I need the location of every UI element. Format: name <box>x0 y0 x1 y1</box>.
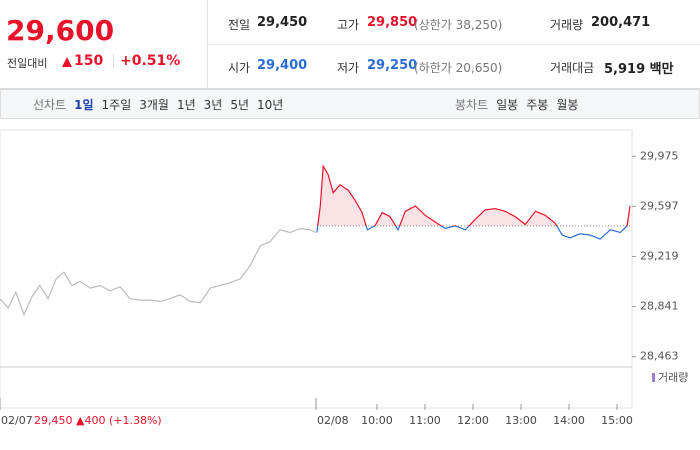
chart: 거래량 29,975 29,597 29,219 28,841 28,463 02/07 0… <box>0 129 688 427</box>
change-label: 전일대비 <box>7 57 48 70</box>
stat-value: 29,850 <box>367 15 418 30</box>
volume-label: 거래량 <box>658 371 688 384</box>
tab-bar <box>0 89 700 119</box>
change-rate: +0.51% <box>120 53 181 69</box>
stat-note: (상한가 38,250) <box>414 18 503 32</box>
stat-value: 29,400 <box>257 58 308 73</box>
x-tick-label: 02/07 <box>1 414 33 427</box>
tab[interactable]: 3년 <box>203 98 223 112</box>
stat-value: 200,471 <box>591 15 651 30</box>
price: 29,600 <box>6 14 115 47</box>
volume-legend-swatch <box>652 373 655 382</box>
tab[interactable]: 주봉 <box>526 98 549 112</box>
y-tick-label: 29,219 <box>640 249 679 262</box>
annotation: 29,450 ▲400 (+1.38%) <box>34 414 162 427</box>
price-area <box>316 166 630 226</box>
stat-label: 고가 <box>337 18 360 32</box>
y-tick-label: 28,841 <box>640 300 679 313</box>
divider <box>207 0 208 88</box>
tab[interactable]: 1년 <box>176 98 196 112</box>
y-tick-label: 29,975 <box>640 149 679 162</box>
y-tick-label: 29,597 <box>640 199 679 212</box>
x-tick-label: 14:00 <box>553 414 585 427</box>
tab-group-label: 봉차트 <box>455 98 489 112</box>
stat-value: 5,919 백만 <box>604 62 674 77</box>
stat-note: (하한가 20,650) <box>414 61 503 75</box>
tab[interactable]: 일봉 <box>496 98 519 112</box>
price-line <box>316 164 631 240</box>
tab-group-label: 선차트 <box>33 98 67 112</box>
y-tick-label: 28,463 <box>640 350 679 363</box>
plot-frame <box>0 129 633 409</box>
period-tabs: 선차트 1일 1주일 3개월 1년 3년 5년 10년 <box>33 96 283 113</box>
tab[interactable]: 5년 <box>230 98 250 112</box>
x-tick-label: 10:00 <box>361 414 393 427</box>
candle-tabs: 봉차트 일봉 주봉 월봉 <box>455 96 578 113</box>
tab[interactable]: 월봉 <box>556 98 579 112</box>
x-tick-label: 15:00 <box>601 414 633 427</box>
x-tick-label: 02/08 <box>317 414 349 427</box>
divider <box>113 54 114 68</box>
change: 150 <box>74 53 104 69</box>
x-tick-label: 13:00 <box>505 414 537 427</box>
tab[interactable]: 10년 <box>257 98 284 112</box>
header <box>0 0 700 89</box>
tab[interactable]: 1일 <box>74 98 94 112</box>
stat-value: 29,250 <box>367 58 418 73</box>
divider <box>208 44 700 45</box>
stat-label: 전일 <box>228 18 251 32</box>
x-tick-label: 12:00 <box>457 414 489 427</box>
up-icon <box>62 57 72 67</box>
x-tick-label: 11:00 <box>409 414 441 427</box>
stat-value: 29,450 <box>257 15 308 30</box>
tab[interactable]: 1주일 <box>101 98 132 112</box>
stat-label: 저가 <box>337 61 360 75</box>
tab[interactable]: 3개월 <box>139 98 169 112</box>
stat-label: 거래량 <box>550 18 584 32</box>
stat-label: 거래대금 <box>550 61 595 75</box>
stat-label: 시가 <box>228 61 251 75</box>
price-line <box>0 227 317 317</box>
